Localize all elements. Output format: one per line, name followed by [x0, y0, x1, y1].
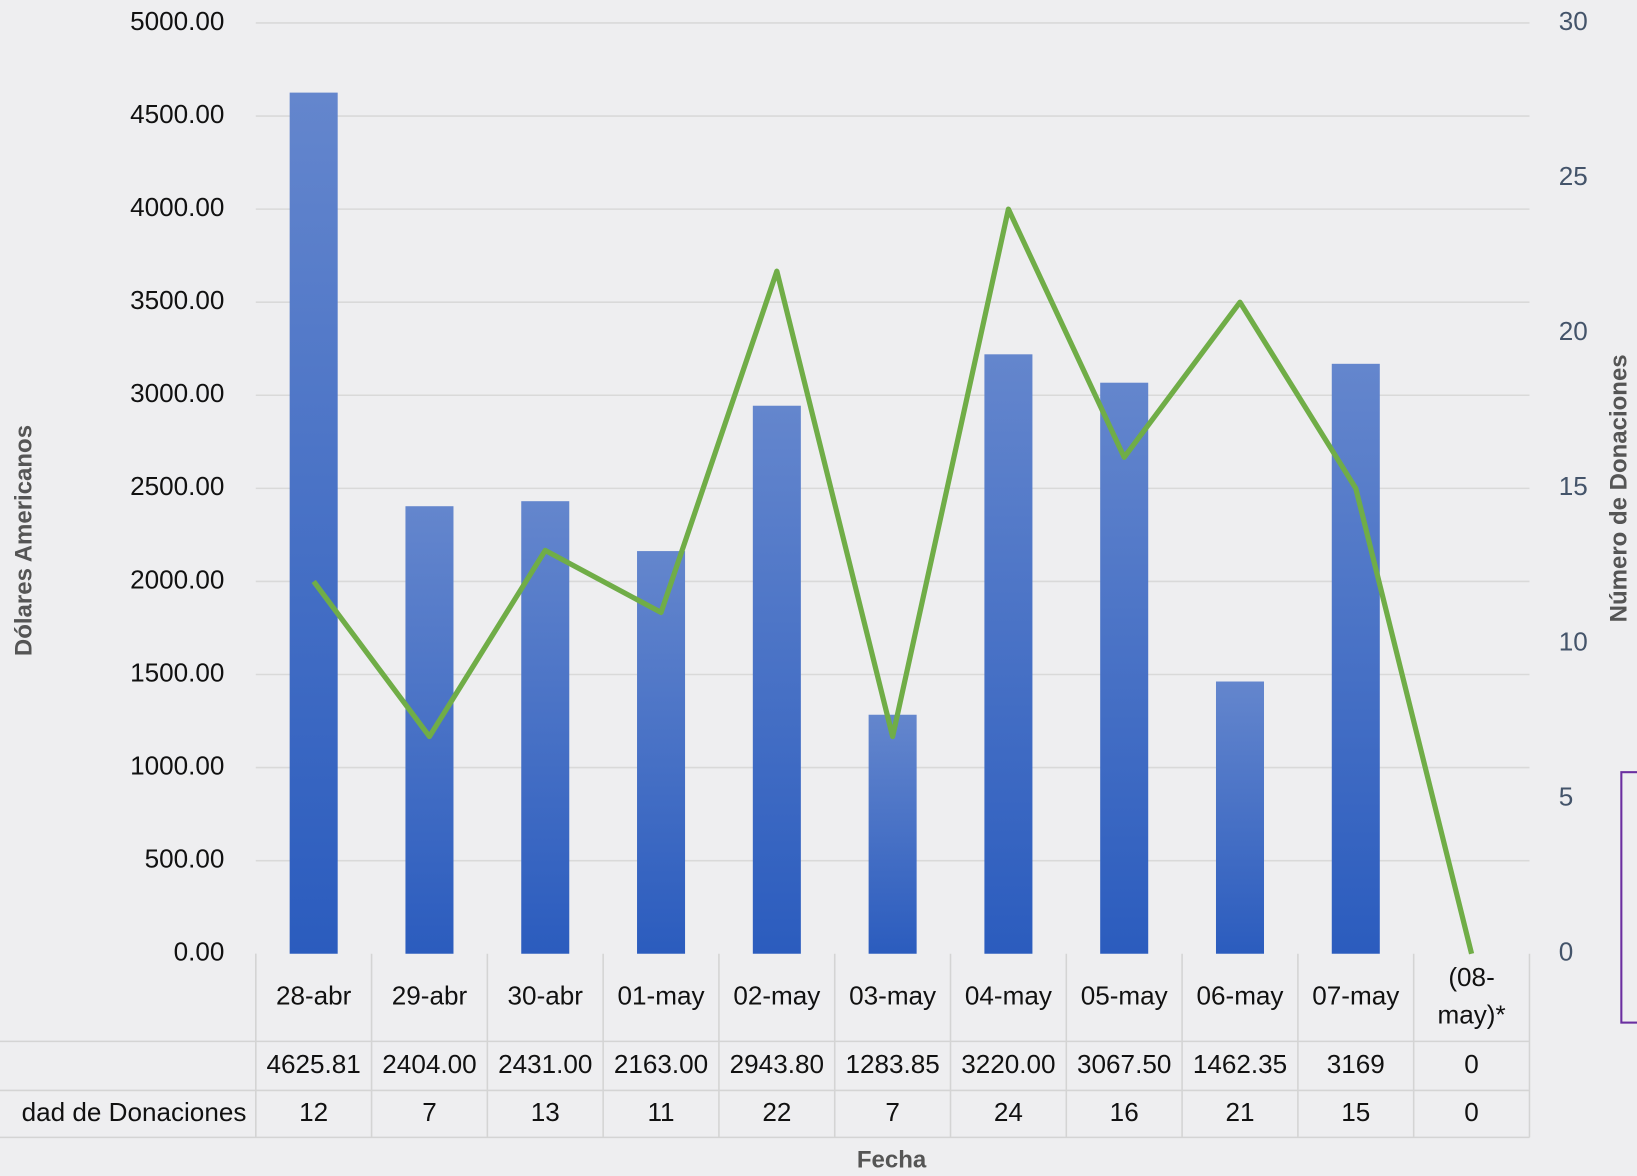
- data-label: 2404.00: [382, 1049, 476, 1079]
- x-tick-label: 02-may: [733, 980, 820, 1010]
- data-label: 3169: [1327, 1049, 1385, 1079]
- data-label: 11: [648, 1097, 675, 1127]
- data-label: 2431.00: [498, 1049, 592, 1079]
- bar: [1331, 363, 1380, 954]
- y2-tick-label: 0: [1559, 937, 1574, 967]
- data-label: 16: [1110, 1097, 1139, 1127]
- x-tick-label: 29-abr: [392, 980, 468, 1010]
- data-label: 3220.00: [961, 1049, 1055, 1079]
- x-tick-label: 04-may: [965, 980, 1052, 1010]
- x-tick-label: 05-may: [1081, 980, 1168, 1010]
- y-tick-label: 3000.00: [130, 378, 224, 408]
- y2-tick-label: 20: [1559, 316, 1588, 346]
- y-tick-label: 1500.00: [130, 657, 224, 687]
- y-tick-label: 2500.00: [130, 471, 224, 501]
- data-label: 22: [762, 1097, 791, 1127]
- y2-tick-label: 30: [1559, 6, 1588, 36]
- side-box: [1620, 771, 1637, 1024]
- data-label: 1462.35: [1193, 1049, 1287, 1079]
- x-tick-label: (08-may)*: [1438, 962, 1506, 1030]
- data-label: 0: [1464, 1097, 1479, 1127]
- y2-tick-label: 15: [1559, 471, 1588, 501]
- data-label: 4625.81: [267, 1049, 361, 1079]
- y2-tick-label: 5: [1559, 782, 1574, 812]
- data-label: 0: [1464, 1049, 1479, 1079]
- bar: [637, 551, 686, 954]
- data-label: 12: [299, 1097, 328, 1127]
- y-tick-label: 500.00: [145, 844, 225, 874]
- x-tick-label: 30-abr: [508, 980, 584, 1010]
- y2-tick-label: 10: [1559, 626, 1588, 656]
- y-tick-label: 1000.00: [130, 750, 224, 780]
- x-tick-label: 03-may: [849, 980, 936, 1010]
- data-label: 1283.85: [845, 1049, 939, 1079]
- y-tick-label: 0.00: [174, 937, 225, 967]
- line: [311, 206, 1475, 955]
- bar: [1215, 681, 1265, 954]
- y-tick-label: 2000.00: [130, 564, 224, 594]
- y2-tick-label: 25: [1559, 161, 1588, 191]
- x-axis-title: Fecha: [857, 1147, 927, 1174]
- data-label: 13: [531, 1097, 560, 1127]
- y2-axis-title: Número de Donaciones: [1606, 354, 1633, 622]
- data-label: 3067.50: [1077, 1049, 1171, 1079]
- bar: [405, 506, 454, 954]
- x-tick-label: 07-may: [1312, 980, 1399, 1010]
- data-label: 24: [994, 1097, 1023, 1127]
- y-axis-title: Dólares Americanos: [10, 425, 37, 656]
- x-tick-label: 28-abr: [276, 980, 352, 1010]
- bar: [984, 354, 1033, 954]
- y-tick-label: 5000.00: [130, 6, 224, 36]
- bar: [289, 92, 338, 954]
- y-tick-label: 4000.00: [130, 192, 224, 222]
- y-tick-label: 4500.00: [130, 99, 224, 129]
- y-tick-label: 3500.00: [130, 285, 224, 315]
- legend-label: dad de Donaciones: [22, 1097, 247, 1127]
- data-label: 21: [1225, 1097, 1254, 1127]
- data-label: 15: [1341, 1097, 1370, 1127]
- bar: [868, 714, 917, 954]
- data-label: 2163.00: [614, 1049, 708, 1079]
- data-label: 7: [885, 1097, 900, 1127]
- x-tick-label: 06-may: [1196, 980, 1283, 1010]
- data-label: 7: [422, 1097, 437, 1127]
- data-label: 2943.80: [730, 1049, 824, 1079]
- bar: [521, 501, 570, 954]
- x-tick-label: 01-may: [618, 980, 705, 1010]
- bar: [752, 405, 801, 954]
- bar: [1100, 382, 1149, 954]
